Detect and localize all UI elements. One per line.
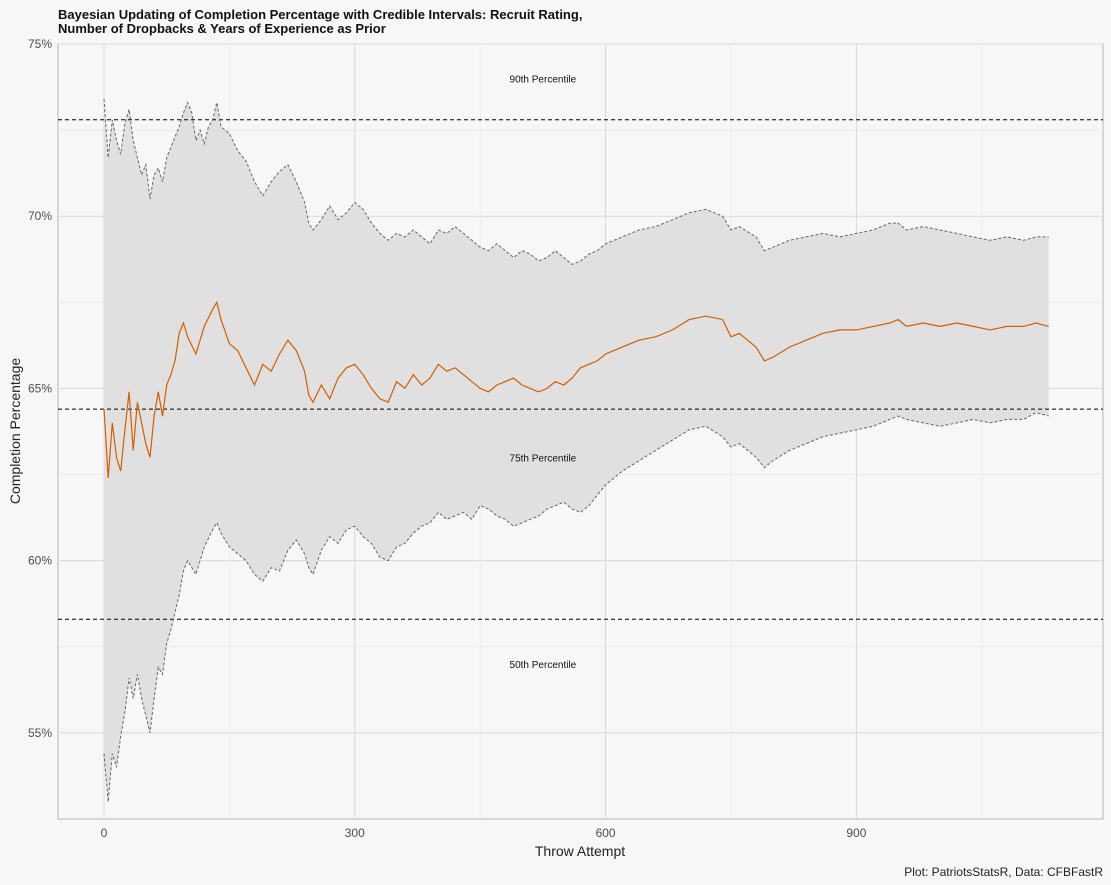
x-axis-title: Throw Attempt	[535, 843, 625, 859]
y-tick-label: 60%	[28, 554, 52, 568]
chart-title: Bayesian Updating of Completion Percenta…	[58, 8, 582, 36]
y-tick-label: 75%	[28, 37, 52, 51]
x-tick-label: 900	[846, 826, 866, 840]
y-tick-label: 65%	[28, 381, 52, 395]
credible-interval-ribbon	[104, 99, 1049, 802]
reference-label: 90th Percentile	[510, 74, 577, 85]
reference-label: 75th Percentile	[510, 453, 577, 464]
chart-title-line-2: Number of Dropbacks & Years of Experienc…	[58, 21, 386, 36]
chart-title-line-1: Bayesian Updating of Completion Percenta…	[58, 7, 583, 22]
series-layer	[103, 99, 1049, 802]
lower-bound-line	[103, 412, 1049, 802]
y-tick-label: 55%	[28, 726, 52, 740]
x-tick-label: 300	[345, 826, 365, 840]
reference-lines: 90th Percentile 75th Percentile 50th Perce…	[58, 74, 1103, 671]
upper-bound-line	[103, 99, 1049, 265]
estimate-line	[103, 300, 1049, 479]
tick-labels: 55% 60% 65% 70% 75% 0 300 600 900	[28, 37, 867, 840]
caption: Plot: PatriotsStatsR, Data: CFBFastR	[904, 865, 1103, 879]
x-tick-label: 0	[101, 826, 108, 840]
x-tick-label: 600	[596, 826, 616, 840]
y-axis-title: Completion Percentage	[7, 358, 23, 505]
ribbon-area	[104, 99, 1049, 802]
y-tick-label: 70%	[28, 209, 52, 223]
reference-label: 50th Percentile	[510, 660, 577, 671]
